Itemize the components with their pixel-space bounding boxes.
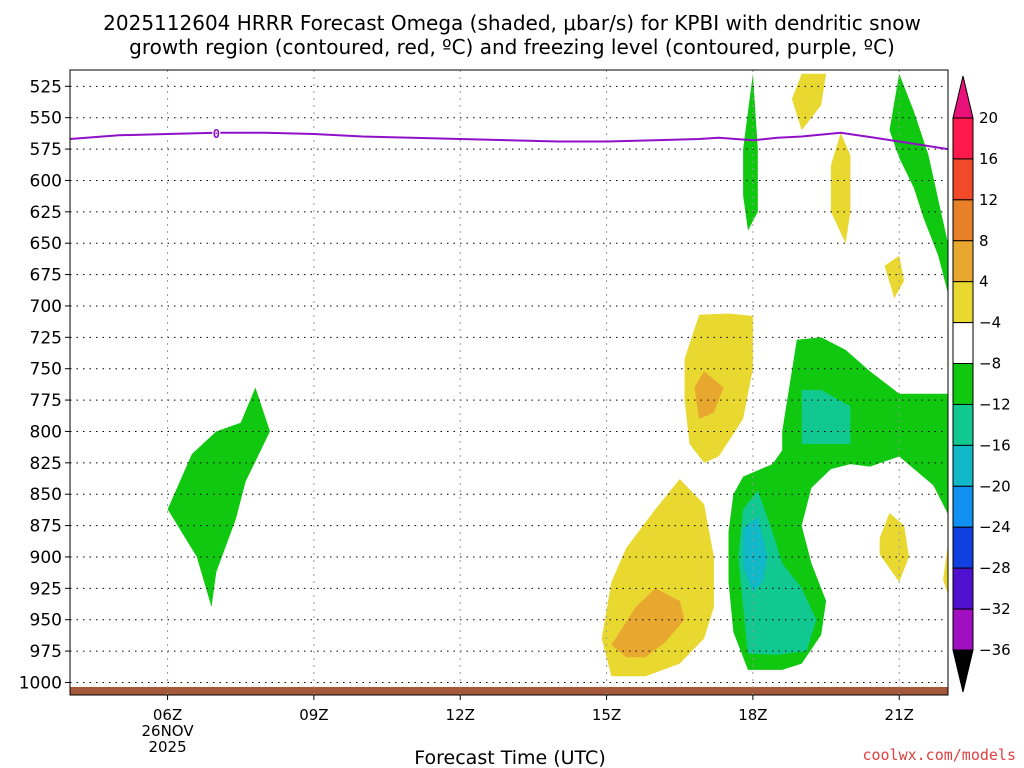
- chart-title-line2: growth region (contoured, red, ºC) and f…: [129, 35, 895, 59]
- y-tick-label: 700: [30, 297, 62, 317]
- colorbar-label: −8: [979, 355, 1001, 373]
- colorbar-label: −24: [979, 518, 1011, 536]
- y-tick-label: 850: [30, 485, 62, 505]
- x-tick-label: 09Z: [299, 706, 328, 724]
- colorbar-swatch: [952, 281, 974, 324]
- omega-shading: [167, 73, 948, 677]
- colorbar-swatch: [952, 403, 974, 446]
- x-tick-label: 15Z: [592, 706, 621, 724]
- y-tick-label: 575: [30, 140, 62, 160]
- omega-region-10: [830, 132, 851, 244]
- colorbar-swatch: [952, 199, 974, 242]
- x-tick-label: 12Z: [446, 706, 475, 724]
- y-tick-label: 675: [30, 266, 62, 286]
- omega-region-6: [743, 516, 768, 593]
- y-tick-label: 650: [30, 234, 62, 254]
- colorbar-label: −12: [979, 395, 1011, 413]
- x-tick-label: 21Z: [885, 706, 914, 724]
- omega-region-5: [801, 390, 851, 444]
- colorbar-label: 8: [979, 232, 989, 250]
- y-tick-label: 775: [30, 391, 62, 411]
- y-tick-label: 900: [30, 548, 62, 568]
- x-axis-label: Forecast Time (UTC): [414, 747, 605, 768]
- y-tick-label: 725: [30, 328, 62, 348]
- colorbar-swatch: [952, 567, 974, 610]
- y-tick-label: 950: [30, 611, 62, 631]
- colorbar-label: −32: [979, 600, 1011, 618]
- colorbar-swatch: [952, 608, 974, 651]
- colorbar-swatch: [952, 322, 974, 365]
- y-tick-label: 600: [30, 171, 62, 191]
- colorbar-swatch: [952, 363, 974, 405]
- omega-region-9: [791, 73, 827, 131]
- omega-region-14: [694, 371, 724, 419]
- colorbar: 20 16 12 8 4 −4 −8 −12 −16 −20 −24 −28 −32 −36: [952, 75, 1011, 693]
- colorbar-label: 12: [979, 191, 998, 209]
- y-tick-label: 1000: [19, 673, 62, 693]
- ground-bar: [70, 687, 948, 695]
- omega-region-13: [943, 544, 948, 595]
- y-tick-label: 750: [30, 360, 62, 380]
- x-date-label: 26NOV: [141, 722, 194, 740]
- colorbar-top-arrow: [952, 75, 974, 119]
- colorbar-swatch: [952, 117, 974, 160]
- colorbar-swatch: [952, 240, 974, 283]
- colorbar-label: 16: [979, 150, 998, 168]
- y-tick-label: 550: [30, 109, 62, 129]
- omega-region-1: [743, 73, 758, 231]
- colorbar-label: −28: [979, 559, 1011, 577]
- colorbar-swatch: [952, 485, 974, 528]
- x-tick-label: 18Z: [738, 706, 767, 724]
- y-tick-label: 625: [30, 203, 62, 223]
- omega-region-12: [879, 513, 909, 582]
- omega-region-15: [611, 588, 685, 658]
- y-tick-label: 525: [30, 77, 62, 97]
- colorbar-label: −36: [979, 641, 1011, 659]
- chart-title-line1: 2025112604 HRRR Forecast Omega (shaded, …: [103, 11, 921, 35]
- omega-region-2: [889, 73, 948, 294]
- colorbar-label: −16: [979, 436, 1011, 454]
- colorbar-swatch: [952, 158, 974, 201]
- colorbar-bottom-arrow: [952, 649, 974, 693]
- freezing-level-line: [69, 131, 949, 151]
- colorbar-swatch: [952, 444, 974, 487]
- y-tick-label: 925: [30, 579, 62, 599]
- plot-frame: [69, 69, 949, 696]
- colorbar-label: 4: [979, 273, 989, 291]
- y-axis: 525 550 575 600 625 650 675 700 725 750 775 800 825 8…: [19, 77, 70, 693]
- colorbar-label: −4: [979, 314, 1001, 332]
- y-tick-label: 825: [30, 454, 62, 474]
- x-tick-label: 06Z: [153, 706, 182, 724]
- freezing-label-bg: [212, 125, 221, 139]
- omega-region-0: [167, 387, 270, 608]
- y-tick-label: 875: [30, 517, 62, 537]
- colorbar-swatch: [952, 526, 974, 569]
- colorbar-label: 20: [979, 109, 998, 127]
- freezing-level-contour: 0: [69, 125, 949, 151]
- y-tick-label: 800: [30, 422, 62, 442]
- credit-text: coolwx.com/models: [862, 746, 1016, 764]
- colorbar-label: −20: [979, 477, 1011, 495]
- freezing-level-label: 0: [213, 127, 220, 141]
- x-year-label: 2025: [148, 738, 186, 756]
- omega-region-11: [884, 255, 905, 299]
- y-tick-label: 975: [30, 642, 62, 662]
